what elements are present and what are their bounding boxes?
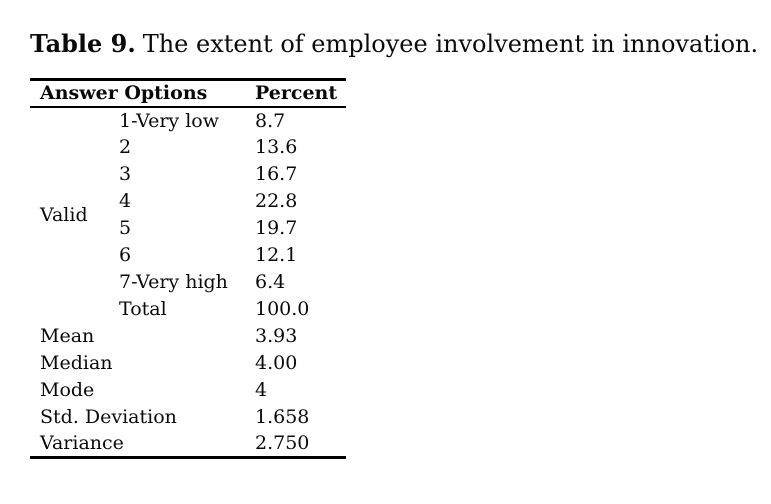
table-row: Variance 2.750 <box>30 431 346 458</box>
stat-label-cell: Median <box>40 352 113 374</box>
table-row: 7-Very high 6.4 <box>30 269 346 296</box>
answer-option-cell: 1-Very low <box>119 109 219 132</box>
table-caption-text: The extent of employee involvement in in… <box>142 30 759 58</box>
answer-option-cell: Total <box>119 298 167 320</box>
table-caption: Table 9. The extent of employee involveme… <box>30 29 760 59</box>
stat-label-cell: Mode <box>40 379 95 401</box>
stat-label-cell: Std. Deviation <box>40 406 177 428</box>
table-row: 5 19.7 <box>30 215 346 242</box>
stat-value-cell: 4 <box>255 379 268 401</box>
percent-cell: 22.8 <box>255 190 298 212</box>
table-row: Valid 1-Very low 8.7 <box>30 107 346 227</box>
column-header-percent: Percent <box>255 79 346 108</box>
percent-cell: 16.7 <box>255 163 298 185</box>
valid-group-label: Valid <box>40 204 88 226</box>
table-row: Total 100.0 <box>30 296 346 323</box>
percent-cell: 13.6 <box>255 136 298 158</box>
table-row: 2 13.6 <box>30 134 346 161</box>
statistics-table: Answer Options Percent Valid 1-Very low … <box>30 78 346 459</box>
percent-cell: 100.0 <box>255 298 310 320</box>
answer-option-cell: 5 <box>119 217 132 239</box>
percent-cell: 12.1 <box>255 244 298 266</box>
table-row: 6 12.1 <box>30 242 346 269</box>
stat-value-cell: 1.658 <box>255 406 310 428</box>
answer-option-cell: 2 <box>119 136 132 158</box>
table-row: 4 22.8 <box>30 188 346 215</box>
stat-value-cell: 4.00 <box>255 352 298 374</box>
stat-label-cell: Variance <box>40 432 124 455</box>
answer-option-cell: 4 <box>119 190 132 212</box>
stat-value-cell: 3.93 <box>255 325 298 347</box>
column-header-answer-options: Answer Options <box>30 79 255 108</box>
table-row: Median 4.00 <box>30 350 346 377</box>
table-row: Mode 4 <box>30 377 346 404</box>
table-caption-number: Table 9. <box>30 29 136 58</box>
header-row: Answer Options Percent <box>30 79 346 108</box>
table-row: 3 16.7 <box>30 161 346 188</box>
percent-cell: 8.7 <box>255 109 286 132</box>
stat-label-cell: Mean <box>40 325 95 347</box>
table-row: Std. Deviation 1.658 <box>30 404 346 431</box>
percent-cell: 19.7 <box>255 217 298 239</box>
table-row: Mean 3.93 <box>30 323 346 350</box>
answer-option-cell: 7-Very high <box>119 271 228 293</box>
answer-option-cell: 6 <box>119 244 132 266</box>
answer-option-cell: 3 <box>119 163 132 185</box>
stat-value-cell: 2.750 <box>255 432 310 455</box>
percent-cell: 6.4 <box>255 271 286 293</box>
